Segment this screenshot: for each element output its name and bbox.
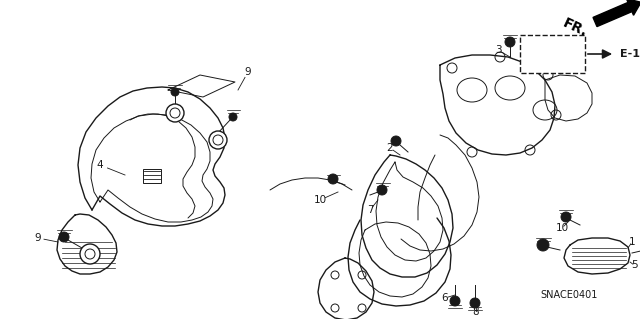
Text: 9: 9 [244,67,252,77]
Text: 6: 6 [442,293,448,303]
Circle shape [328,174,338,184]
Text: 7: 7 [367,205,373,215]
Text: 8: 8 [473,307,479,317]
Circle shape [171,88,179,96]
Text: 9: 9 [35,233,42,243]
Circle shape [561,212,571,222]
Circle shape [209,131,227,149]
Text: SNACE0401: SNACE0401 [540,290,597,300]
FancyArrow shape [593,0,640,26]
Circle shape [537,239,549,251]
Bar [520,35,585,73]
Circle shape [470,298,480,308]
Text: 3: 3 [495,45,501,55]
Circle shape [59,232,69,242]
Text: FR.: FR. [561,16,590,40]
Text: 10: 10 [556,223,568,233]
Text: 4: 4 [97,160,103,170]
Circle shape [229,113,237,121]
Text: E-10-11: E-10-11 [620,49,640,59]
Circle shape [166,104,184,122]
Bar [143,169,161,183]
Text: 2: 2 [387,143,394,153]
Text: 10: 10 [314,195,326,205]
Circle shape [450,296,460,306]
Circle shape [80,244,100,264]
Circle shape [391,136,401,146]
Text: 1: 1 [628,237,636,247]
Circle shape [505,37,515,47]
Text: 5: 5 [630,260,637,270]
Circle shape [377,185,387,195]
